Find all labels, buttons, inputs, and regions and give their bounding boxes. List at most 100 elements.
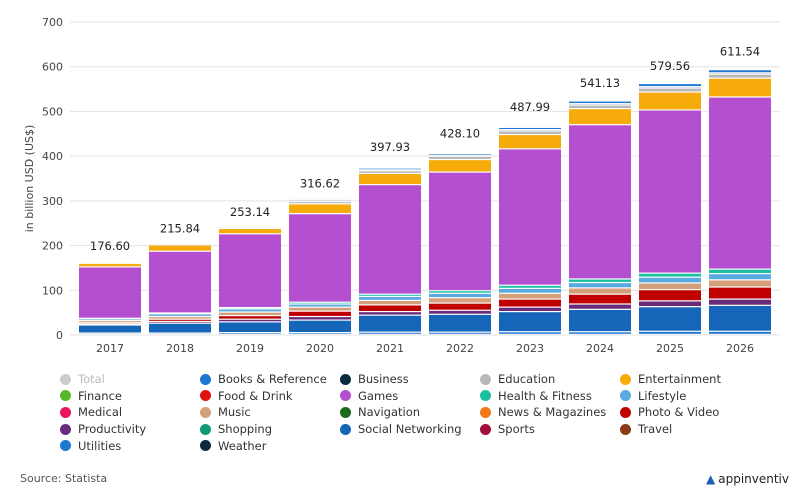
legend-dot-icon — [340, 423, 351, 435]
bar-segment — [219, 229, 281, 234]
legend: Total Books & Reference Business Education E… — [60, 371, 780, 454]
x-tick-label: 2024 — [586, 342, 614, 355]
x-tick-label: 2019 — [236, 342, 264, 355]
bar-segment — [639, 290, 701, 301]
bar-segment — [289, 304, 351, 307]
x-tick-label: 2020 — [306, 342, 334, 355]
bar-segment — [709, 274, 771, 280]
legend-label: Entertainment — [638, 372, 721, 387]
bar-segment — [79, 263, 141, 267]
bar-segment — [639, 92, 701, 110]
y-tick-label: 200 — [42, 240, 63, 253]
total-label: 176.60 — [90, 239, 130, 253]
bar-segment — [359, 171, 421, 173]
bar-segment — [499, 149, 561, 285]
legend-item[interactable]: Health & Fitness — [480, 388, 620, 405]
total-label: 397.93 — [370, 140, 410, 154]
bar-segment — [429, 293, 491, 298]
bar-segment — [709, 299, 771, 305]
bar-segment — [709, 280, 771, 287]
bar-segment — [499, 285, 561, 288]
legend-item[interactable]: Entertainment — [620, 371, 760, 388]
legend-dot-icon — [200, 423, 211, 435]
bar-segment — [149, 322, 211, 323]
total-label: 487.99 — [510, 100, 550, 114]
bar-segment — [289, 202, 351, 204]
legend-dot-icon — [480, 373, 491, 385]
bar-segment — [219, 333, 281, 334]
bar-segment — [79, 321, 141, 323]
legend-item[interactable]: Games — [340, 388, 480, 405]
legend-item[interactable]: Productivity — [60, 421, 200, 438]
bar-segment — [569, 309, 631, 332]
legend-label: Social Networking — [358, 422, 462, 437]
bar-segment — [289, 214, 351, 302]
legend-item[interactable]: Food & Drink — [200, 388, 340, 405]
bar-segment — [359, 315, 421, 332]
bar-segment — [219, 322, 281, 333]
bar-segment — [219, 309, 281, 312]
total-label: 215.84 — [160, 221, 200, 235]
legend-item[interactable]: Education — [480, 371, 620, 388]
bar-segment — [429, 332, 491, 334]
bar-segment — [359, 301, 421, 305]
legend-item[interactable]: Social Networking — [340, 421, 480, 438]
bar-segment — [149, 323, 211, 333]
legend-item[interactable]: News & Magazines — [480, 404, 620, 421]
bar-segment — [569, 101, 631, 104]
legend-dot-icon — [620, 390, 631, 402]
legend-dot-icon — [200, 390, 211, 402]
legend-label: Shopping — [218, 422, 273, 437]
y-tick-label: 400 — [42, 150, 63, 163]
legend-dot-icon — [60, 423, 71, 435]
legend-item[interactable]: Travel — [620, 421, 760, 438]
bar-segment — [569, 294, 631, 304]
bar-segment — [569, 283, 631, 288]
legend-item[interactable]: Shopping — [200, 421, 340, 438]
legend-item[interactable]: Medical — [60, 404, 200, 421]
legend-dot-icon — [340, 373, 351, 385]
bar-segment — [219, 312, 281, 316]
legend-label: Photo & Video — [638, 405, 720, 420]
bar-segment — [359, 296, 421, 300]
bar-segment — [359, 332, 421, 334]
bar-segment — [709, 269, 771, 273]
stacked-bar-chart: 0 100 200 300 400 500 600 700 in billion USD (US… — [23, 16, 780, 355]
legend-label: Finance — [78, 388, 122, 403]
legend-item[interactable]: Books & Reference — [200, 371, 340, 388]
bar-segment — [149, 317, 211, 319]
bar-segment — [289, 333, 351, 334]
bar-segment — [149, 251, 211, 313]
bar-segment — [219, 234, 281, 307]
legend-item[interactable]: Total — [60, 371, 200, 388]
legend-label: Weather — [218, 438, 267, 453]
bar-segment — [149, 319, 211, 321]
legend-label: Total — [78, 372, 105, 387]
legend-item[interactable]: Lifestyle — [620, 388, 760, 405]
total-label: 579.56 — [650, 59, 690, 73]
legend-dot-icon — [340, 406, 351, 418]
bar-segment — [79, 319, 141, 320]
legend-item[interactable]: Business — [340, 371, 480, 388]
bar-segment — [429, 314, 491, 332]
bar-segment — [289, 204, 351, 214]
legend-dot-icon — [200, 373, 211, 385]
legend-item[interactable]: Navigation — [340, 404, 480, 421]
legend-label: Education — [498, 372, 556, 387]
y-tick-label: 700 — [42, 16, 63, 29]
bar-segment — [499, 299, 561, 307]
bar-segment — [289, 311, 351, 316]
legend-item[interactable]: Utilities — [60, 437, 200, 454]
legend-item[interactable]: Photo & Video — [620, 404, 760, 421]
legend-label: Music — [218, 405, 251, 420]
bar-segment — [499, 288, 561, 293]
legend-dot-icon — [480, 406, 491, 418]
legend-item[interactable]: Sports — [480, 421, 620, 438]
legend-label: Productivity — [78, 422, 147, 437]
legend-item[interactable]: Weather — [200, 437, 340, 454]
legend-item[interactable]: Finance — [60, 388, 200, 405]
bar-segment — [499, 307, 561, 311]
bar-segment — [639, 301, 701, 307]
y-tick-label: 0 — [56, 329, 63, 342]
legend-item[interactable]: Music — [200, 404, 340, 421]
